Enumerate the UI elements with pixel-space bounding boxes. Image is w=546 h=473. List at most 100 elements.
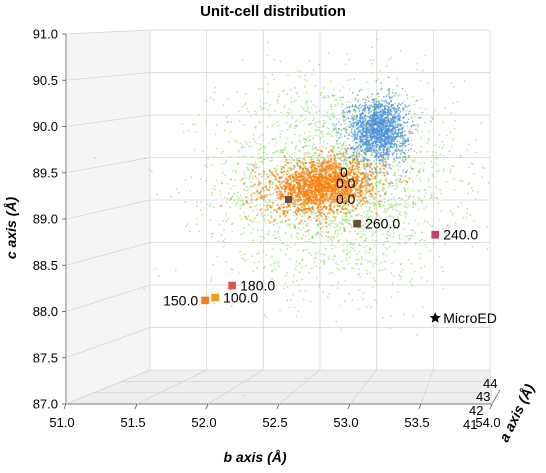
data-point xyxy=(374,168,377,171)
data-point xyxy=(355,120,358,123)
data-point xyxy=(337,175,340,178)
data-point xyxy=(481,176,484,178)
data-point xyxy=(301,258,304,261)
data-point xyxy=(346,159,349,162)
data-point xyxy=(248,188,251,191)
data-point xyxy=(322,259,325,262)
data-point xyxy=(332,211,335,214)
data-point xyxy=(326,212,329,215)
data-point xyxy=(214,188,217,191)
data-point xyxy=(304,74,306,77)
data-point xyxy=(305,235,308,237)
data-point xyxy=(245,196,248,199)
data-point xyxy=(348,132,351,135)
data-point xyxy=(309,112,312,115)
data-point xyxy=(307,200,310,203)
data-point xyxy=(431,225,434,228)
data-point xyxy=(346,137,349,140)
data-point xyxy=(263,158,266,161)
data-point xyxy=(486,225,488,228)
data-point xyxy=(247,215,250,217)
data-point xyxy=(327,161,330,164)
data-point xyxy=(276,121,278,124)
data-point xyxy=(318,220,321,223)
data-point xyxy=(258,87,260,90)
data-point xyxy=(412,235,414,237)
data-point xyxy=(241,106,244,108)
data-point xyxy=(344,180,348,183)
data-point xyxy=(477,191,480,193)
data-point xyxy=(274,145,276,147)
data-point xyxy=(328,258,330,260)
data-point xyxy=(284,146,287,148)
data-point xyxy=(210,279,213,282)
data-point xyxy=(355,124,358,127)
data-point xyxy=(386,170,388,173)
data-point xyxy=(339,133,342,135)
data-point xyxy=(328,208,331,212)
data-point xyxy=(223,228,225,231)
data-point xyxy=(314,256,317,259)
data-point xyxy=(442,270,444,273)
data-point xyxy=(235,171,237,174)
data-point xyxy=(237,199,240,201)
data-point xyxy=(277,156,280,158)
data-point xyxy=(314,201,318,204)
data-point xyxy=(331,135,333,138)
data-point xyxy=(323,184,326,187)
data-point xyxy=(457,206,460,208)
data-point xyxy=(300,203,303,206)
data-point xyxy=(276,210,279,214)
data-point xyxy=(406,125,409,128)
data-point xyxy=(355,258,358,261)
data-point xyxy=(303,180,306,183)
data-point xyxy=(334,245,337,248)
data-point xyxy=(323,260,326,263)
data-point xyxy=(375,186,378,189)
data-point xyxy=(257,260,260,263)
data-point xyxy=(333,154,336,157)
data-point xyxy=(370,104,373,107)
data-point xyxy=(304,231,306,233)
data-point xyxy=(407,187,409,190)
data-point xyxy=(300,115,303,118)
data-point xyxy=(395,143,398,146)
data-point xyxy=(300,220,303,223)
data-point xyxy=(462,216,464,219)
grid-line-left xyxy=(65,29,151,35)
data-point xyxy=(330,103,332,106)
data-point xyxy=(369,160,372,162)
data-point xyxy=(372,195,375,198)
grid-line-floor xyxy=(278,369,321,405)
data-point xyxy=(251,178,254,180)
data-point xyxy=(325,167,328,170)
data-point xyxy=(345,193,348,196)
data-point xyxy=(419,162,421,164)
data-point xyxy=(239,207,242,210)
data-point xyxy=(196,200,198,203)
data-point xyxy=(360,89,363,91)
data-point xyxy=(331,247,334,250)
data-point xyxy=(271,186,274,189)
data-point xyxy=(318,217,321,220)
data-point xyxy=(360,183,363,186)
data-point xyxy=(357,160,359,163)
data-point xyxy=(222,104,225,107)
data-point xyxy=(370,96,373,98)
data-point xyxy=(214,86,217,89)
data-point xyxy=(339,304,342,307)
data-point xyxy=(332,147,334,150)
data-point xyxy=(280,130,283,133)
data-point xyxy=(242,258,245,261)
data-point xyxy=(267,230,270,233)
data-point xyxy=(427,180,430,183)
data-point xyxy=(284,161,287,163)
data-point xyxy=(404,215,407,218)
data-point xyxy=(326,142,329,145)
data-point xyxy=(333,186,337,189)
data-point xyxy=(305,145,307,147)
data-point xyxy=(395,205,398,208)
data-point xyxy=(277,230,280,233)
data-point xyxy=(317,165,320,168)
data-point xyxy=(319,222,322,225)
